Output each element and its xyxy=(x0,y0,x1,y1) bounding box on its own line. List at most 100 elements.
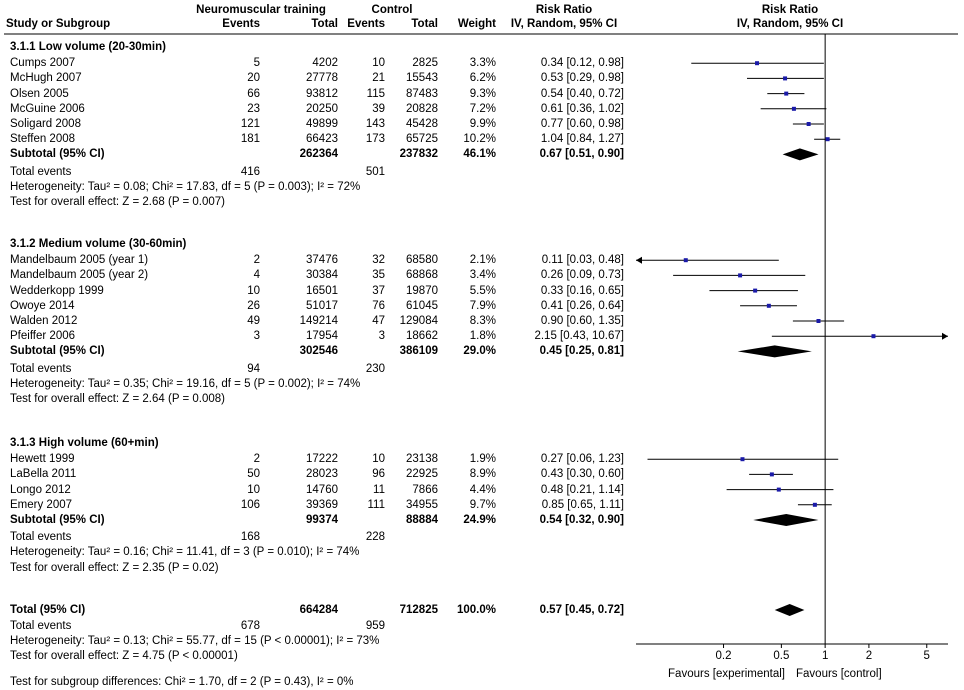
x-axis-tick-label: 2 xyxy=(865,650,873,662)
study-total-exp: 30384 xyxy=(306,269,338,282)
heterogeneity-text: Heterogeneity: Tau² = 0.35; Chi² = 19.16… xyxy=(10,377,361,390)
study-total-ctrl: 19870 xyxy=(406,284,438,297)
study-name: McGuine 2006 xyxy=(10,102,85,115)
header-events-ctrl: Events xyxy=(347,18,385,30)
overall-events-exp: 678 xyxy=(240,620,260,632)
study-events-exp: 49 xyxy=(247,315,260,327)
study-point-marker xyxy=(766,303,771,308)
study-events-exp: 10 xyxy=(247,483,260,496)
study-total-exp: 51017 xyxy=(306,299,338,312)
subgroup-title: 3.1.2 Medium volume (30-60min) xyxy=(10,238,187,250)
overall-diamond xyxy=(774,604,805,616)
study-total-exp: 37476 xyxy=(306,254,338,267)
study-ci: 0.34 [0.12, 0.98] xyxy=(540,57,624,70)
study-total-exp: 66423 xyxy=(306,133,338,146)
study-total-ctrl: 61045 xyxy=(406,299,438,312)
study-events-exp: 20 xyxy=(247,72,260,85)
study-point-marker xyxy=(755,61,760,66)
events-ctrl: 501 xyxy=(365,165,385,178)
study-point-marker xyxy=(738,273,743,278)
subgroup-title: 3.1.3 High volume (60+min) xyxy=(10,437,159,449)
study-name: Walden 2012 xyxy=(10,315,78,327)
study-name: Olsen 2005 xyxy=(10,87,69,100)
study-total-exp: 49899 xyxy=(306,118,338,130)
study-total-ctrl: 34955 xyxy=(406,498,438,511)
study-point-marker xyxy=(683,258,688,263)
study-weight: 1.9% xyxy=(469,453,496,466)
header-weight: Weight xyxy=(457,18,496,30)
study-total-exp: 39369 xyxy=(306,498,338,511)
subtotal-total-ctrl: 88884 xyxy=(406,514,438,526)
study-events-exp: 106 xyxy=(240,498,260,511)
study-total-ctrl: 23138 xyxy=(406,453,438,466)
overall-events-label: Total events xyxy=(10,620,72,632)
study-total-ctrl: 68580 xyxy=(406,254,438,267)
study-events-exp: 3 xyxy=(253,330,260,343)
study-events-ctrl: 39 xyxy=(372,102,385,115)
study-total-ctrl: 18662 xyxy=(406,330,438,343)
subtotal-total-ctrl: 386109 xyxy=(399,345,438,358)
study-events-exp: 50 xyxy=(247,468,260,481)
study-weight: 7.9% xyxy=(469,299,496,312)
study-events-exp: 23 xyxy=(247,102,260,115)
study-events-ctrl: 47 xyxy=(372,315,385,327)
study-name: Pfeiffer 2006 xyxy=(10,330,76,343)
study-ci: 0.85 [0.65, 1.11] xyxy=(541,498,624,511)
study-total-exp: 17954 xyxy=(306,330,338,343)
subtotal-total-exp: 99374 xyxy=(306,514,338,526)
study-events-exp: 4 xyxy=(253,269,260,282)
overall-label: Total (95% CI) xyxy=(10,604,86,616)
study-events-ctrl: 11 xyxy=(373,483,385,496)
study-ci-arrow-right xyxy=(942,332,948,340)
study-events-ctrl: 21 xyxy=(372,72,385,85)
subtotal-ci: 0.67 [0.51, 0.90] xyxy=(539,148,624,161)
events-label: Total events xyxy=(10,531,72,544)
header-risk-ratio-table: Risk Ratio xyxy=(535,4,593,16)
study-ci: 0.61 [0.36, 1.02] xyxy=(540,102,624,115)
study-point-marker xyxy=(806,122,811,126)
study-name: Owoye 2014 xyxy=(10,299,75,312)
study-events-ctrl: 111 xyxy=(367,498,385,511)
study-weight: 10.2% xyxy=(463,133,496,146)
subtotal-weight: 24.9% xyxy=(463,514,496,526)
x-axis-tick-label: 5 xyxy=(923,650,930,662)
study-name: Longo 2012 xyxy=(10,483,71,496)
study-total-ctrl: 45428 xyxy=(406,118,438,130)
study-name: McHugh 2007 xyxy=(10,72,82,85)
header-control-group: Control xyxy=(371,4,413,16)
study-point-marker xyxy=(812,502,817,507)
events-label: Total events xyxy=(10,165,72,178)
study-total-ctrl: 68868 xyxy=(406,269,438,282)
study-weight: 5.5% xyxy=(469,284,496,297)
study-total-exp: 27778 xyxy=(306,72,338,85)
subtotal-ci: 0.54 [0.32, 0.90] xyxy=(539,514,624,526)
study-events-ctrl: 3 xyxy=(378,330,385,343)
header-method-table: IV, Random, 95% CI xyxy=(510,18,618,30)
study-point-marker xyxy=(776,487,781,492)
events-ctrl: 228 xyxy=(365,531,385,544)
study-ci: 0.90 [0.60, 1.35] xyxy=(540,315,624,327)
overall-effect-test: Test for overall effect: Z = 2.64 (P = 0… xyxy=(10,393,225,405)
study-point-marker xyxy=(871,334,876,339)
x-axis-tick-label: 0.2 xyxy=(715,650,732,662)
overall-weight: 100.0% xyxy=(456,604,496,616)
study-ci-arrow-left xyxy=(636,256,642,264)
study-events-exp: 10 xyxy=(247,284,260,297)
study-weight: 8.9% xyxy=(469,468,496,481)
study-weight: 8.3% xyxy=(469,315,496,327)
study-total-exp: 16501 xyxy=(306,284,338,297)
study-ci: 0.33 [0.16, 0.65] xyxy=(540,284,624,297)
subtotal-label: Subtotal (95% CI) xyxy=(10,148,105,161)
study-total-ctrl: 7866 xyxy=(412,483,438,496)
study-total-ctrl: 20828 xyxy=(406,102,438,115)
subtotal-total-ctrl: 237832 xyxy=(399,148,438,161)
overall-effect-test: Test for overall effect: Z = 2.35 (P = 0… xyxy=(10,561,219,574)
study-name: Mandelbaum 2005 (year 2) xyxy=(10,269,149,282)
study-ci: 0.41 [0.26, 0.64] xyxy=(540,299,624,312)
x-axis-tick-label: 1 xyxy=(821,650,829,662)
study-name: Wedderkopp 1999 xyxy=(10,284,104,297)
study-name: Soligard 2008 xyxy=(10,118,81,130)
subtotal-label: Subtotal (95% CI) xyxy=(10,345,105,358)
study-weight: 9.3% xyxy=(469,87,496,100)
favours-experimental-label: Favours [experimental] xyxy=(668,668,785,680)
